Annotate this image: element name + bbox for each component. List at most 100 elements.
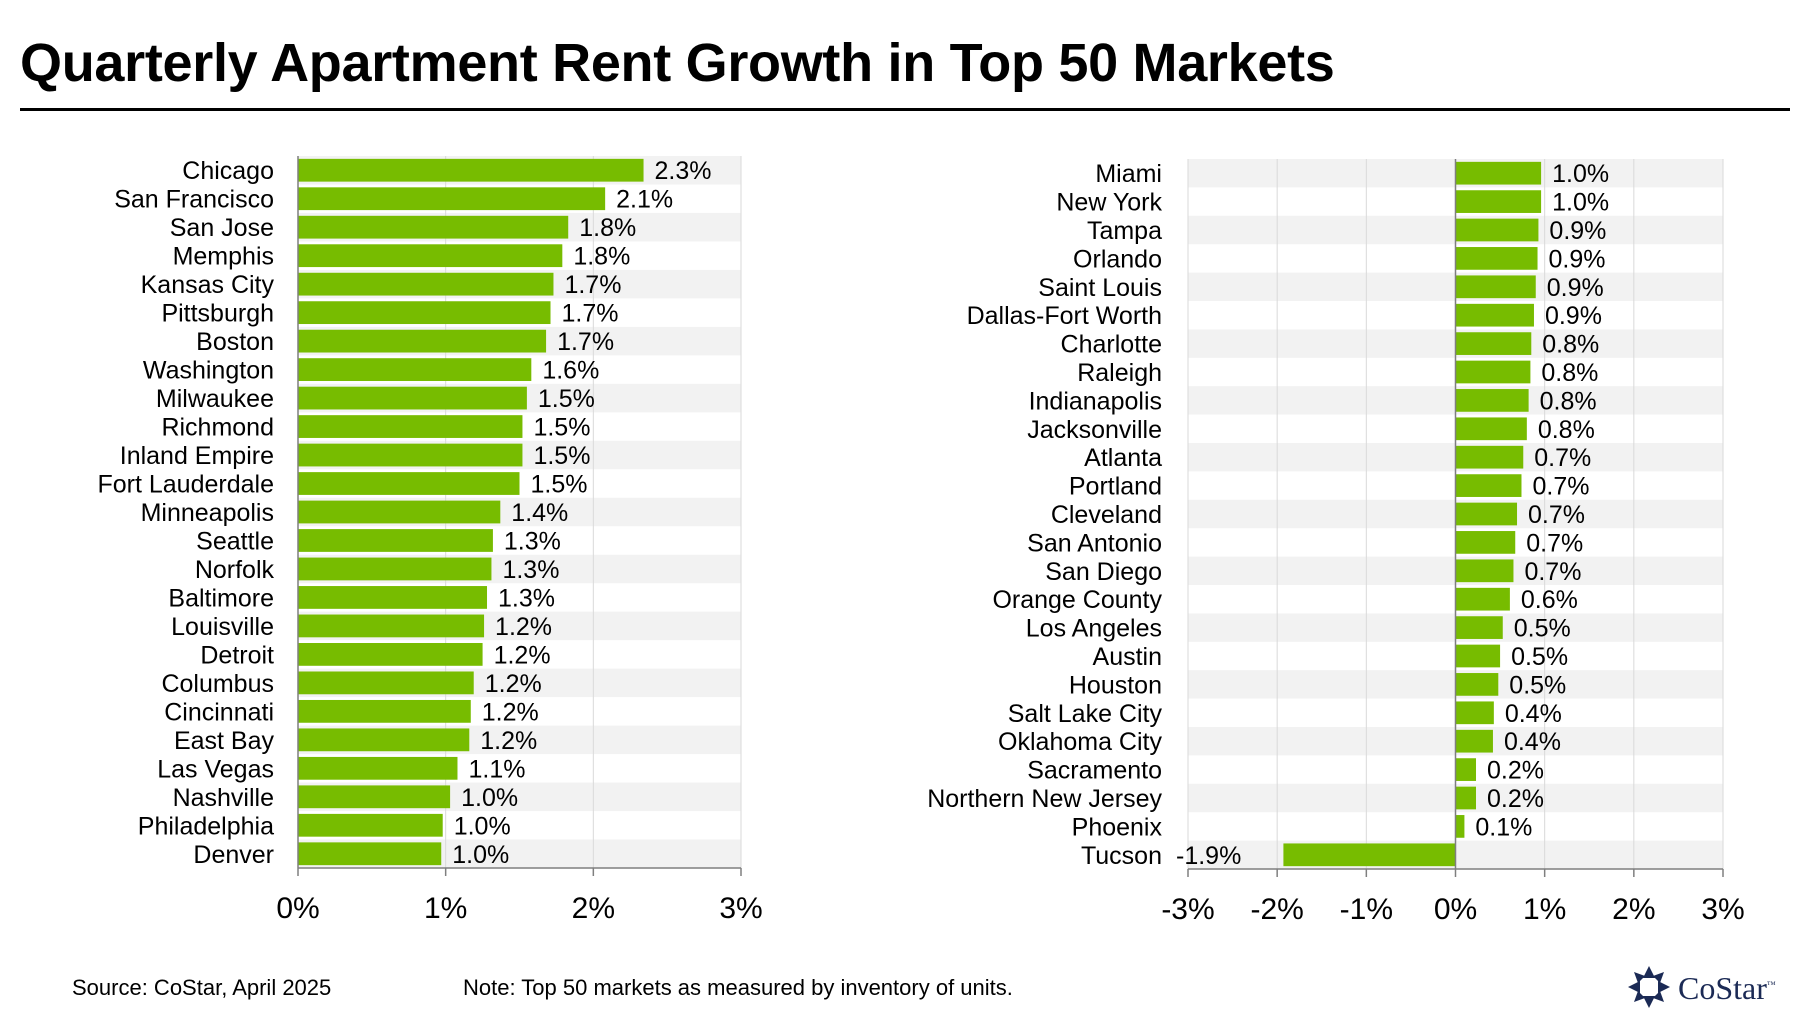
bar-san-jose <box>298 215 569 239</box>
bar-columbus <box>298 671 474 695</box>
data-label: 0.5% <box>1511 643 1568 671</box>
data-label: 1.2% <box>482 698 539 726</box>
data-label: 1.5% <box>533 414 590 442</box>
bar-richmond <box>298 415 523 438</box>
bar-washington <box>298 358 532 381</box>
category-label: Nashville <box>173 784 274 812</box>
bar-boston <box>298 329 547 353</box>
category-label: Inland Empire <box>120 442 274 470</box>
bar-baltimore <box>298 586 488 609</box>
bar-seattle <box>298 529 493 552</box>
bar-charlotte <box>1455 332 1532 355</box>
category-label: Miami <box>1095 160 1162 188</box>
page-title: Quarterly Apartment Rent Growth in Top 5… <box>20 33 1335 93</box>
x-tick-label: 2% <box>1612 893 1655 926</box>
bar-raleigh <box>1455 360 1531 384</box>
bar-new-york <box>1455 190 1542 213</box>
bar-phoenix <box>1455 815 1465 838</box>
data-label: 1.2% <box>495 613 552 641</box>
data-label: -1.9% <box>1176 842 1241 870</box>
bar-detroit <box>298 643 483 666</box>
data-label: 0.7% <box>1534 444 1591 472</box>
bar-san-diego <box>1455 559 1514 583</box>
data-label: 1.5% <box>538 385 595 413</box>
data-label: 0.9% <box>1549 245 1606 273</box>
x-tick-label: -2% <box>1250 893 1303 926</box>
category-label: Atlanta <box>1084 444 1162 472</box>
bar-cleveland <box>1455 502 1518 526</box>
data-label: 1.2% <box>494 641 551 669</box>
title-divider <box>20 108 1790 111</box>
data-label: 1.8% <box>573 243 630 271</box>
data-label: 1.3% <box>504 527 561 555</box>
bar-tucson <box>1283 843 1456 867</box>
x-tick-label: 0% <box>1434 893 1477 926</box>
x-tick-label: 0% <box>276 892 319 925</box>
data-label: 1.6% <box>542 357 599 385</box>
category-label: Louisville <box>171 613 274 641</box>
category-label: East Bay <box>174 727 275 755</box>
category-label: Houston <box>1069 671 1162 699</box>
source-note: Source: CoStar, April 2025 <box>72 975 332 1000</box>
bar-los-angeles <box>1455 616 1503 639</box>
category-label: Northern New Jersey <box>927 785 1162 813</box>
data-label: 0.7% <box>1526 529 1583 557</box>
data-label: 1.7% <box>562 300 619 328</box>
bar-northern-new-jersey <box>1455 786 1477 810</box>
right-bar-chart: Miami 1.0% New York 1.0% Tampa 0.9% Orlando 0.9… <box>927 159 1745 926</box>
bar-chicago <box>298 158 644 182</box>
data-label: 1.4% <box>511 499 568 527</box>
bar-cincinnati <box>298 699 471 723</box>
category-label: Indianapolis <box>1029 387 1162 415</box>
category-label: Richmond <box>161 414 274 442</box>
bar-orlando <box>1455 247 1538 270</box>
category-label: Austin <box>1093 643 1162 671</box>
category-label: Norfolk <box>195 556 275 584</box>
category-label: Denver <box>193 841 274 869</box>
data-label: 1.2% <box>485 670 542 698</box>
category-label: San Francisco <box>114 186 274 214</box>
data-label: 0.2% <box>1487 785 1544 813</box>
data-label: 0.8% <box>1542 331 1599 359</box>
category-label: San Jose <box>170 214 274 242</box>
bar-miami <box>1455 161 1542 185</box>
data-label: 1.0% <box>1552 189 1609 217</box>
x-tick-label: 3% <box>1701 893 1744 926</box>
category-label: Los Angeles <box>1026 615 1162 643</box>
data-label: 0.1% <box>1475 813 1532 841</box>
bar-dallas-fort-worth <box>1455 303 1534 327</box>
x-tick-label: -1% <box>1340 893 1393 926</box>
data-label: 1.3% <box>498 584 555 612</box>
category-label: Oklahoma City <box>998 728 1162 756</box>
data-label: 0.9% <box>1545 302 1602 330</box>
category-label: Detroit <box>200 641 274 669</box>
bar-portland <box>1455 474 1522 497</box>
category-label: Phoenix <box>1072 813 1163 841</box>
data-label: 0.6% <box>1521 586 1578 614</box>
category-label: San Antonio <box>1027 529 1162 557</box>
data-label: 1.7% <box>564 271 621 299</box>
data-label: 1.2% <box>480 727 537 755</box>
footnote: Note: Top 50 markets as measured by inve… <box>463 975 1013 1000</box>
data-label: 1.0% <box>454 812 511 840</box>
bar-sacramento <box>1455 758 1477 781</box>
bar-atlanta <box>1455 445 1524 469</box>
data-label: 0.8% <box>1538 416 1595 444</box>
left-bar-chart: Chicago 2.3% San Francisco 2.1% San Jose 1.8%… <box>97 156 763 925</box>
data-label: 0.8% <box>1541 359 1598 387</box>
category-label: Memphis <box>173 243 274 271</box>
bar-salt-lake-city <box>1455 701 1494 725</box>
data-label: 0.8% <box>1540 387 1597 415</box>
bar-tampa <box>1455 218 1539 242</box>
bar-kansas-city <box>298 272 554 296</box>
bar-denver <box>298 842 442 866</box>
category-label: San Diego <box>1045 558 1162 586</box>
category-label: Dallas-Fort Worth <box>967 302 1162 330</box>
category-label: Philadelphia <box>138 812 274 840</box>
category-label: Sacramento <box>1027 757 1162 785</box>
category-label: Jacksonville <box>1027 416 1162 444</box>
category-label: Cincinnati <box>164 698 274 726</box>
bar-pittsburgh <box>298 301 551 325</box>
data-label: 1.0% <box>461 784 518 812</box>
category-label: Saint Louis <box>1038 274 1162 302</box>
